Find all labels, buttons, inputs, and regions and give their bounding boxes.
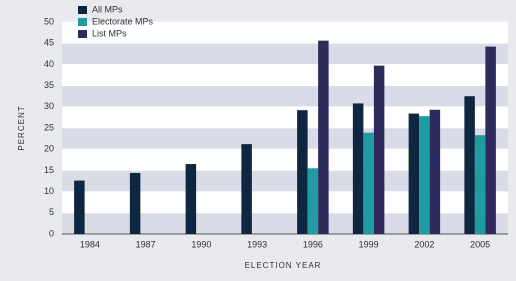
bar	[408, 113, 420, 234]
legend-swatch	[78, 6, 87, 14]
grid-band	[62, 106, 508, 128]
legend-swatch	[78, 30, 87, 38]
y-tick-label: 25	[44, 122, 54, 132]
grid-band	[62, 212, 508, 234]
y-tick-label: 20	[44, 144, 54, 154]
y-tick-label: 15	[44, 165, 54, 175]
grid-band	[62, 22, 508, 44]
grid-band	[62, 85, 508, 107]
y-tick-label: 45	[44, 38, 54, 48]
grid-band	[62, 64, 508, 86]
y-tick-label: 35	[44, 80, 54, 90]
x-tick-label: 1993	[247, 239, 267, 249]
bar	[419, 116, 430, 234]
y-tick-label: 0	[49, 228, 54, 238]
bar	[241, 144, 252, 234]
bar	[129, 172, 141, 234]
legend-swatch	[78, 18, 87, 26]
x-tick-label: 1999	[359, 239, 379, 249]
legend-label: List MPs	[92, 28, 127, 38]
grid-band	[62, 170, 508, 192]
grid-band	[62, 43, 508, 65]
grid-band	[62, 149, 508, 171]
bar	[464, 96, 475, 234]
bar	[74, 180, 85, 234]
y-tick-label: 50	[44, 16, 54, 26]
grid-band	[62, 128, 508, 150]
y-tick-label: 5	[49, 207, 54, 217]
bar	[352, 103, 364, 235]
bar	[429, 109, 441, 234]
bar	[363, 132, 374, 234]
grid-band	[62, 191, 508, 213]
y-tick-label: 10	[44, 186, 54, 196]
bar	[485, 46, 496, 235]
legend-label: All MPs	[92, 4, 123, 14]
y-axis-label: PERCENT	[17, 105, 26, 150]
bar	[474, 135, 486, 234]
bar	[307, 168, 319, 234]
x-tick-label: 1996	[303, 239, 323, 249]
x-axis-label: ELECTION YEAR	[245, 261, 322, 270]
x-tick-label: 2005	[470, 239, 490, 249]
bar	[318, 40, 329, 234]
legend-label: Electorate MPs	[92, 16, 154, 26]
bar	[297, 110, 308, 234]
y-tick-label: 30	[44, 101, 54, 111]
x-tick-label: 1987	[136, 239, 156, 249]
bar	[185, 164, 197, 234]
x-tick-label: 1984	[80, 239, 100, 249]
x-tick-label: 2002	[414, 239, 434, 249]
y-tick-label: 40	[44, 59, 54, 69]
x-tick-label: 1990	[191, 239, 211, 249]
bar	[373, 65, 385, 234]
